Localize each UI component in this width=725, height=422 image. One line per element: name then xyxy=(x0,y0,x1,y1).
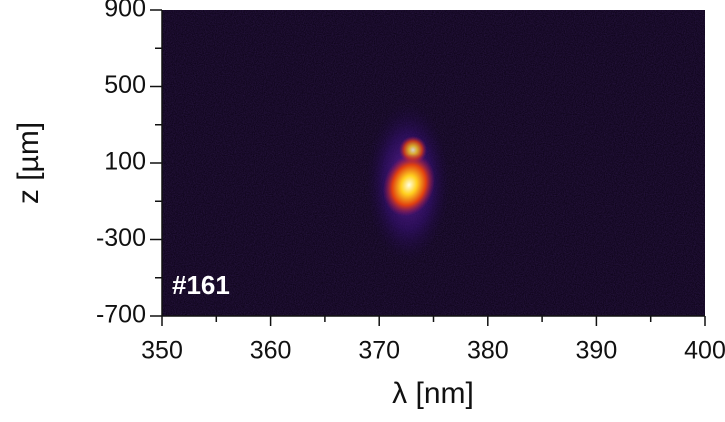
x-tick-label: 400 xyxy=(684,337,725,365)
x-tick-label: 370 xyxy=(358,337,400,365)
x-axis-title: λ [nm] xyxy=(392,377,474,410)
x-tick-label: 360 xyxy=(250,337,292,365)
y-axis-title: z [µm] xyxy=(12,122,45,204)
y-tick-label: -300 xyxy=(96,224,146,252)
x-tick-label: 380 xyxy=(467,337,509,365)
annotation: #161 xyxy=(172,270,230,300)
y-tick-label: 900 xyxy=(104,0,146,23)
spectral-image: #161 xyxy=(162,10,705,316)
y-tick-label: 100 xyxy=(104,148,146,176)
y-tick-label: -700 xyxy=(96,301,146,329)
x-tick-label: 350 xyxy=(141,337,183,365)
x-tick-label: 390 xyxy=(576,337,618,365)
emission-core xyxy=(383,153,435,217)
y-tick-label: 500 xyxy=(104,71,146,99)
